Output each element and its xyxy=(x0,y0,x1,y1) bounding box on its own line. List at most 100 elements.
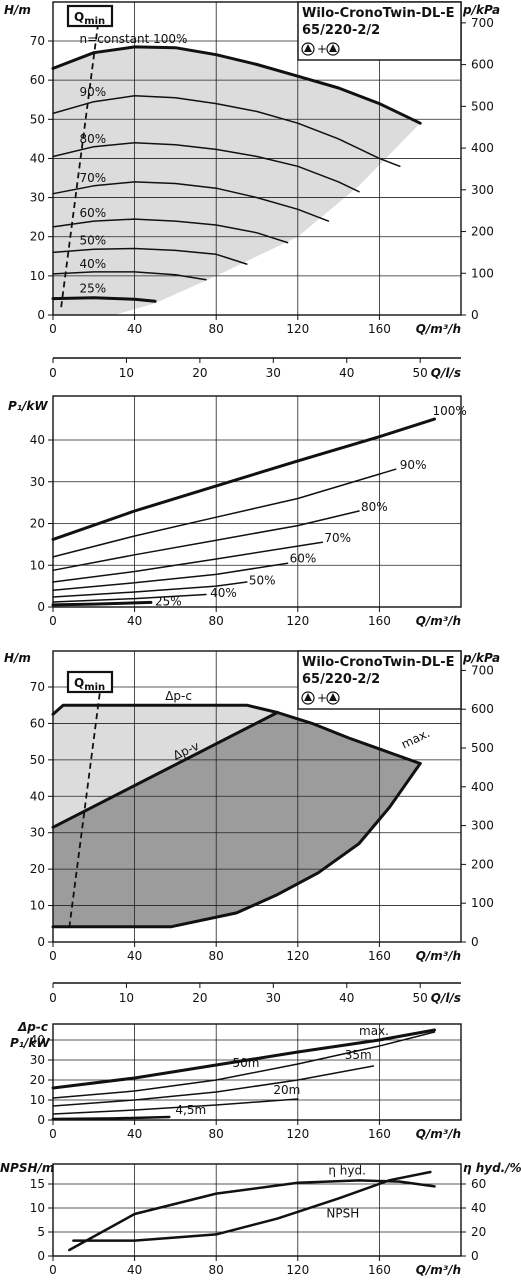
h1-xtick-label: 0 xyxy=(49,322,57,336)
h2-ytick-right-label: 100 xyxy=(471,896,494,910)
h2-ytick-label: 10 xyxy=(30,899,45,913)
h2-ytick-right-label: 400 xyxy=(471,780,494,794)
h2-series-0 xyxy=(51,703,279,716)
p1-xtick-label: 80 xyxy=(209,614,224,628)
p2-series-1 xyxy=(52,1031,436,1099)
p1-ytick-label: 0 xyxy=(37,600,45,614)
p2-xtick-label: 120 xyxy=(286,1127,309,1141)
p1-series-3 xyxy=(52,541,324,583)
p2-series-2 xyxy=(52,1065,375,1107)
p1-series-2 xyxy=(52,510,360,572)
h1-series-3 xyxy=(52,181,330,222)
h2-ytick-right-label: 300 xyxy=(471,819,494,833)
h2-x2tick-label: 10 xyxy=(119,991,134,1005)
npsh-ytick-right-label: 20 xyxy=(471,1225,486,1239)
pump-symbol-icon-glyph xyxy=(304,693,312,701)
h2-light-region xyxy=(53,705,421,828)
npsh-xtick-label: 40 xyxy=(127,1263,142,1277)
h1-qmin-line xyxy=(60,25,99,308)
h2-xtick-label: 160 xyxy=(368,949,391,963)
h2-ytick-label: 0 xyxy=(37,935,45,949)
npsh-series-0 xyxy=(68,1179,436,1252)
p1-series-4 xyxy=(52,562,289,592)
p2-ytick-label: 0 xyxy=(37,1113,45,1127)
h1-ytick-label: 70 xyxy=(30,34,45,48)
h2-series-1 xyxy=(51,711,279,829)
h1-ytick-right-label: 500 xyxy=(471,99,494,113)
h1-x2tick-label: 40 xyxy=(339,366,354,380)
h2-xtick-label: 40 xyxy=(127,949,142,963)
p2-ytick-label: 10 xyxy=(30,1093,45,1107)
h1-curve-label-3: 70% xyxy=(80,171,107,185)
p2-xtick-label: 40 xyxy=(127,1127,142,1141)
h1-x2axis-title: Q/l/s xyxy=(431,366,461,380)
h2-ytick-right-label: 200 xyxy=(471,857,494,871)
p1-ytick-label: 40 xyxy=(30,433,45,447)
h1-series-4 xyxy=(52,218,289,244)
h2-xtick-label: 80 xyxy=(209,949,224,963)
h1-operating-region xyxy=(53,46,421,316)
pump-symbol-joiner-1: + xyxy=(317,42,327,56)
h1-ytick-right-label: 300 xyxy=(471,183,494,197)
npsh-ytick-label: 15 xyxy=(30,1177,45,1191)
h1-series-6 xyxy=(52,271,207,281)
pump-symbol-icon-glyph xyxy=(304,44,312,52)
p1-ytick-label: 10 xyxy=(30,558,45,572)
h2-x2tick-label: 30 xyxy=(266,991,281,1005)
h2-yaxis-title: H/m xyxy=(4,651,31,665)
h1-xtick-label: 120 xyxy=(286,322,309,336)
h1-series-1 xyxy=(52,95,401,168)
h1-x2tick-label: 30 xyxy=(266,366,281,380)
h2-ytick-label: 50 xyxy=(30,753,45,767)
npsh-curve-label-1: NPSH xyxy=(326,1207,359,1221)
p1-xaxis-title: Q/m³/h xyxy=(416,614,461,628)
h1-ytick-right-label: 0 xyxy=(471,308,479,322)
p2-curve-label-4: 4,5m xyxy=(175,1103,206,1117)
p1-curve-label-4: 60% xyxy=(290,551,317,565)
h1-yaxis-right-title: p/kPa xyxy=(462,3,500,17)
p1-curve-label-3: 70% xyxy=(324,531,351,545)
p1-curve-label-5: 50% xyxy=(249,573,276,587)
npsh-xtick-label: 0 xyxy=(49,1263,57,1277)
p2-xaxis-title: Q/m³/h xyxy=(416,1127,461,1141)
p1-curve-label-0: 100% xyxy=(432,404,466,418)
p2-xtick-label: 160 xyxy=(368,1127,391,1141)
p2-ytick-label: 20 xyxy=(30,1073,45,1087)
p1-ytick-label: 20 xyxy=(30,517,45,531)
h1-ytick-right-label: 400 xyxy=(471,141,494,155)
h1-curve-label-0: n=constant 100% xyxy=(80,32,188,46)
p1-series-6 xyxy=(52,593,207,603)
p2-series-3 xyxy=(52,1098,299,1115)
h2-x2tick-label: 20 xyxy=(192,991,207,1005)
h2-qmin-line xyxy=(68,675,103,928)
h1-x2tick-label: 50 xyxy=(413,366,428,380)
p2-ytick-label: 40 xyxy=(30,1033,45,1047)
h1-x2tick-label: 20 xyxy=(192,366,207,380)
h2-ytick-right-label: 0 xyxy=(471,935,479,949)
h1-x2tick-label: 0 xyxy=(49,366,57,380)
npsh-yaxis-right-title: η hyd./% xyxy=(463,1161,521,1175)
h1-curve-label-7: 25% xyxy=(80,281,107,295)
h1-ytick-label: 40 xyxy=(30,151,45,165)
h1-ytick-label: 20 xyxy=(30,230,45,244)
p1-series-7 xyxy=(51,600,153,607)
h1-series-7 xyxy=(51,296,157,303)
h1-curve-label-4: 60% xyxy=(80,206,107,220)
h1-series-5 xyxy=(52,247,248,265)
title-box-1 xyxy=(297,1,462,61)
npsh-plot-frame xyxy=(52,1163,462,1257)
p2-series-0 xyxy=(51,1028,436,1090)
h1-curve-label-6: 40% xyxy=(80,257,107,271)
npsh-xtick-label: 160 xyxy=(368,1263,391,1277)
p1-curve-label-6: 40% xyxy=(210,586,237,600)
h2-yaxis-right-title: p/kPa xyxy=(462,651,500,665)
h2-ytick-label: 20 xyxy=(30,862,45,876)
npsh-ytick-label: 5 xyxy=(37,1225,45,1239)
npsh-curve-label-0: η hyd. xyxy=(328,1163,366,1177)
p1-xtick-label: 0 xyxy=(49,614,57,628)
h2-x2tick-label: 0 xyxy=(49,991,57,1005)
h2-ytick-label: 60 xyxy=(30,716,45,730)
npsh-ytick-right-label: 60 xyxy=(471,1177,486,1191)
p1-plot-frame xyxy=(52,395,462,608)
